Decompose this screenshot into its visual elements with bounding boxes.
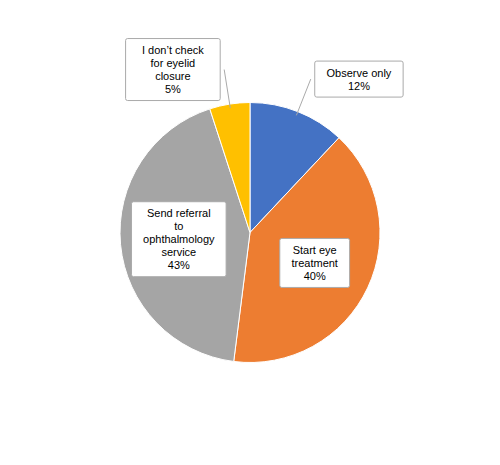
svg-text:Send referraltoophthalmologyse: Send referraltoophthalmologyservice43%: [143, 207, 215, 271]
svg-text:Start eyetreatment40%: Start eyetreatment40%: [291, 244, 337, 282]
svg-text:Observe only12%: Observe only12%: [327, 67, 392, 92]
svg-text:I don’t checkfor eyelidclosure: I don’t checkfor eyelidclosure5%: [142, 44, 204, 95]
